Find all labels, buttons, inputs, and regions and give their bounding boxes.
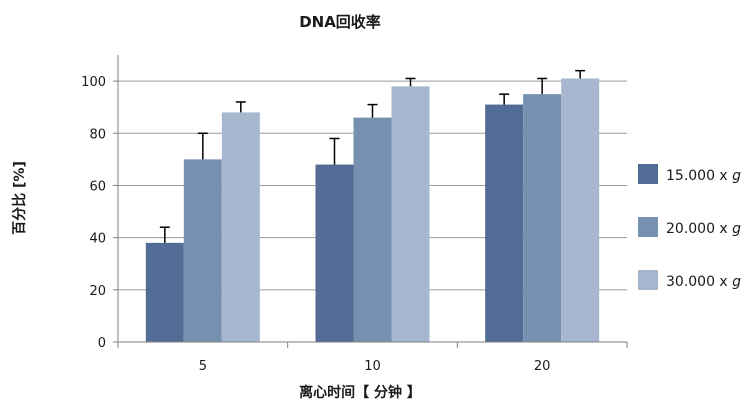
y-tick-label: 60 (89, 179, 106, 194)
y-axis-label: 百分比 [%] (11, 161, 28, 235)
y-tick-label: 40 (89, 232, 106, 247)
legend-label: 15.000 x g (666, 168, 741, 184)
legend-label: 30.000 x g (666, 274, 741, 290)
bar (391, 86, 430, 343)
legend-swatch (638, 217, 658, 237)
x-axis-label: 离心时间【 分钟 】 (299, 384, 421, 401)
y-tick-label: 20 (89, 284, 106, 299)
y-tick-label: 80 (89, 127, 106, 142)
legend-swatch (638, 164, 658, 184)
legend-swatch (638, 270, 658, 290)
bar (485, 104, 524, 342)
legend-label-unit: g (732, 221, 741, 237)
x-tick-label: 20 (534, 359, 551, 374)
axes (117, 55, 627, 343)
legend-label: 20.000 x g (666, 221, 741, 237)
y-tick-label: 0 (98, 336, 106, 351)
legend: 15.000 x g20.000 x g30.000 x g (638, 164, 741, 290)
bar (353, 117, 392, 342)
bar (183, 159, 222, 342)
bar (523, 94, 562, 343)
legend-label-text: 15.000 x (666, 168, 732, 184)
y-tick-label: 100 (81, 75, 106, 90)
bar (561, 78, 600, 343)
bars (145, 69, 600, 343)
x-tick-label: 10 (364, 359, 381, 374)
bar (221, 112, 260, 343)
x-tick-label: 5 (199, 359, 207, 374)
bar (315, 164, 354, 342)
legend-label-unit: g (732, 168, 741, 184)
legend-label-text: 30.000 x (666, 274, 732, 290)
legend-label-unit: g (732, 274, 741, 290)
chart-title: DNA回收率 (299, 13, 381, 31)
tick-labels: 0 20 40 60 80 100 5 10 20 (81, 75, 628, 374)
bar (145, 242, 184, 342)
legend-label-text: 20.000 x (666, 221, 732, 237)
